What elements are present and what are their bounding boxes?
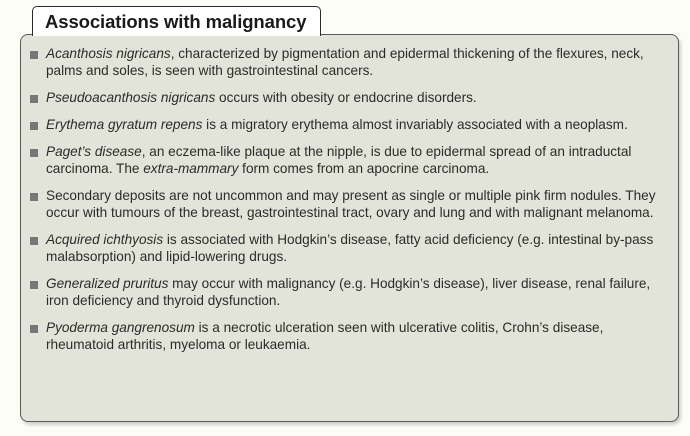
list-item: Paget’s disease, an eczema-like plaque a… <box>30 143 670 177</box>
item-text: Erythema gyratum repens is a migratory e… <box>46 116 670 133</box>
item-description: , an eczema-like plaque at the nipple, i… <box>46 144 632 176</box>
list-item: Pyoderma gangrenosum is a necrotic ulcer… <box>30 319 670 353</box>
title-tab: Associations with malignancy <box>32 6 322 36</box>
item-text: Generalized pruritus may occur with mali… <box>46 275 670 309</box>
square-bullet-icon <box>30 237 38 245</box>
square-bullet-icon <box>30 51 38 59</box>
item-term: Acanthosis nigricans <box>46 46 171 61</box>
content-box <box>20 34 679 422</box>
list-item: Acanthosis nigricans, characterized by p… <box>30 45 670 79</box>
item-text: Acquired ichthyosis is associated with H… <box>46 231 670 265</box>
square-bullet-icon <box>30 95 38 103</box>
item-term: Erythema gyratum repens <box>46 117 203 132</box>
list-item: Acquired ichthyosis is associated with H… <box>30 231 670 265</box>
square-bullet-icon <box>30 122 38 130</box>
item-text: Pseudoacanthosis nigricans occurs with o… <box>46 89 670 106</box>
item-description: occurs with obesity or endocrine disorde… <box>215 90 477 105</box>
item-description: Secondary deposits are not uncommon and … <box>46 188 656 220</box>
item-description: is associated with Hodgkin’s disease, fa… <box>46 232 654 264</box>
item-term: Generalized pruritus <box>46 276 169 291</box>
associations-list: Acanthosis nigricans, characterized by p… <box>30 45 670 363</box>
item-term: Acquired ichthyosis <box>46 232 164 247</box>
item-text: Acanthosis nigricans, characterized by p… <box>46 45 670 79</box>
square-bullet-icon <box>30 193 38 201</box>
square-bullet-icon <box>30 325 38 333</box>
item-term: Pseudoacanthosis nigricans <box>46 90 216 105</box>
list-item: Secondary deposits are not uncommon and … <box>30 187 670 221</box>
list-item: Erythema gyratum repens is a migratory e… <box>30 116 670 133</box>
item-description: may occur with malignancy (e.g. Hodgkin’… <box>46 276 651 308</box>
item-text: Paget’s disease, an eczema-like plaque a… <box>46 143 670 177</box>
box-title: Associations with malignancy <box>45 10 307 32</box>
item-term-secondary: extra-mammary <box>143 161 239 176</box>
item-text: Secondary deposits are not uncommon and … <box>46 187 670 221</box>
item-text: Pyoderma gangrenosum is a necrotic ulcer… <box>46 319 670 353</box>
item-description: , characterized by pigmentation and epid… <box>46 46 644 78</box>
item-description-end: form comes from an apocrine carcinoma. <box>238 161 490 176</box>
item-term: Paget’s disease <box>46 144 142 159</box>
list-item: Pseudoacanthosis nigricans occurs with o… <box>30 89 670 106</box>
square-bullet-icon <box>30 281 38 289</box>
square-bullet-icon <box>30 149 38 157</box>
item-description: is a necrotic ulceration seen with ulcer… <box>46 320 604 352</box>
item-description: is a migratory erythema almost invariabl… <box>202 117 628 132</box>
list-item: Generalized pruritus may occur with mali… <box>30 275 670 309</box>
item-term: Pyoderma gangrenosum <box>46 320 195 335</box>
